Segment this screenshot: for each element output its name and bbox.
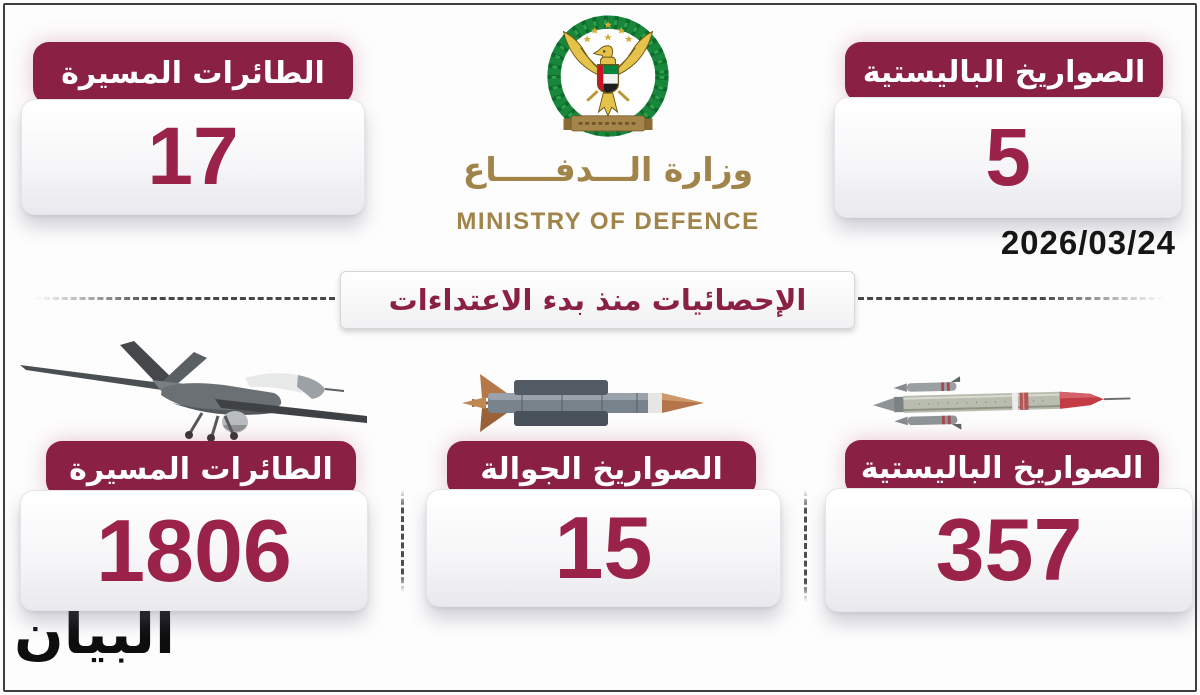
drones-total-header: الطائرات المسيرة bbox=[46, 441, 356, 497]
top-right-stat-value: 5 bbox=[985, 111, 1031, 203]
cruise-total-value: 15 bbox=[554, 498, 653, 597]
ballistic-total-header: الصواريخ الباليستية bbox=[845, 440, 1159, 496]
cruise-total-header: الصواريخ الجوالة bbox=[447, 441, 756, 497]
top-left-stat-value: 17 bbox=[147, 111, 239, 202]
column-separator-right bbox=[804, 490, 807, 602]
ballistic-total-label: الصواريخ الباليستية bbox=[860, 450, 1144, 486]
dashed-divider-left bbox=[35, 297, 335, 300]
report-date: 2026/03/24 bbox=[1000, 224, 1176, 261]
ministry-name-english: MINISTRY OF DEFENCE bbox=[456, 208, 760, 235]
top-right-stat-header: الصواريخ الباليستية bbox=[845, 42, 1163, 102]
ballistic-missile-image bbox=[873, 376, 1131, 430]
ballistic-total-value: 357 bbox=[935, 500, 1083, 599]
ballistic-total-card: 357 bbox=[825, 488, 1193, 612]
drones-total-label: الطائرات المسيرة bbox=[69, 451, 333, 487]
drones-total-value: 1806 bbox=[96, 500, 292, 600]
statistics-banner: الإحصائيات منذ بدء الاعتداءات bbox=[340, 271, 855, 329]
cruise-total-label: الصواريخ الجوالة bbox=[480, 451, 723, 487]
top-left-stat-label: الطائرات المسيرة bbox=[61, 55, 325, 91]
top-right-stat-label: الصواريخ الباليستية bbox=[862, 54, 1146, 90]
statistics-banner-title: الإحصائيات منذ بدء الاعتداءات bbox=[388, 283, 807, 317]
albayan-logo: البيان bbox=[14, 602, 175, 667]
top-left-stat-header: الطائرات المسيرة bbox=[33, 42, 353, 104]
ministry-name-arabic: وزارة الـــدفـــــاع bbox=[462, 150, 754, 189]
drones-total-card: 1806 bbox=[20, 490, 368, 611]
cruise-missile-image bbox=[462, 374, 704, 432]
dashed-divider-right bbox=[858, 297, 1164, 300]
drone-image bbox=[20, 341, 367, 441]
cruise-total-card: 15 bbox=[426, 489, 781, 607]
top-right-stat-card: 5 bbox=[834, 97, 1182, 218]
uae-mod-emblem-icon bbox=[547, 15, 669, 137]
column-separator-left bbox=[401, 490, 404, 592]
top-left-stat-card: 17 bbox=[21, 99, 365, 215]
